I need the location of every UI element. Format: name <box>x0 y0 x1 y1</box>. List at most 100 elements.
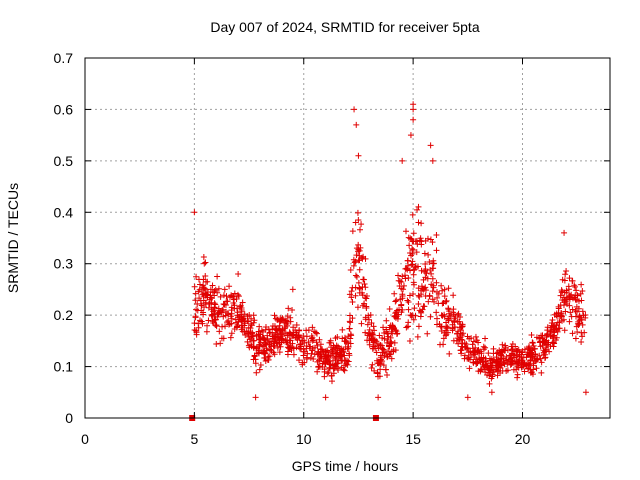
data-point <box>290 324 297 331</box>
x-tick-label: 5 <box>190 431 198 447</box>
data-point <box>220 292 227 299</box>
data-point <box>196 317 203 324</box>
data-point <box>309 324 316 331</box>
data-point <box>379 349 386 356</box>
data-point <box>384 330 391 337</box>
data-point <box>309 345 316 352</box>
data-point <box>446 310 453 317</box>
data-point <box>414 206 421 213</box>
data-point <box>561 229 568 236</box>
data-point <box>399 157 406 164</box>
data-point <box>433 309 440 316</box>
data-point <box>340 349 347 356</box>
data-point <box>273 340 280 347</box>
data-point <box>297 341 304 348</box>
data-point <box>355 257 362 264</box>
data-point <box>410 279 417 286</box>
data-point <box>384 336 391 343</box>
data-point <box>248 315 255 322</box>
data-point <box>386 306 393 313</box>
data-point <box>352 284 359 291</box>
data-point <box>200 253 207 260</box>
data-point <box>296 327 303 334</box>
data-point <box>282 317 289 324</box>
data-point <box>550 335 557 342</box>
data-point <box>433 321 440 328</box>
data-point <box>410 316 417 323</box>
data-point <box>371 327 378 334</box>
data-point <box>449 327 456 334</box>
data-point <box>491 368 498 375</box>
data-point <box>578 338 585 345</box>
data-point <box>510 366 517 373</box>
data-point <box>280 316 287 323</box>
data-point <box>470 359 477 366</box>
data-point <box>305 327 312 334</box>
x-tick-label: 10 <box>296 431 312 447</box>
data-point <box>349 315 356 322</box>
data-point <box>201 260 208 267</box>
data-point <box>551 340 558 347</box>
data-point <box>276 349 283 356</box>
data-point <box>363 295 370 302</box>
data-point <box>285 305 292 312</box>
data-point <box>572 296 579 303</box>
data-point <box>346 312 353 319</box>
data-point <box>209 311 216 318</box>
data-point <box>486 364 493 371</box>
data-point <box>295 334 302 341</box>
data-point <box>256 331 263 338</box>
data-point <box>537 343 544 350</box>
data-point <box>574 292 581 299</box>
data-point <box>508 343 515 350</box>
data-point <box>202 272 209 279</box>
data-point <box>532 351 539 358</box>
data-point <box>212 316 219 323</box>
data-point <box>373 357 380 364</box>
data-point <box>392 298 399 305</box>
data-point <box>427 313 434 320</box>
data-point <box>443 297 450 304</box>
data-point <box>477 366 484 373</box>
data-point <box>231 296 238 303</box>
data-point <box>191 209 198 216</box>
data-point <box>366 341 373 348</box>
data-point <box>519 349 526 356</box>
data-point <box>274 316 281 323</box>
data-point <box>262 354 269 361</box>
data-point <box>277 330 284 337</box>
data-point <box>348 294 355 301</box>
data-point <box>410 230 417 237</box>
data-point <box>540 338 547 345</box>
data-point <box>255 349 262 356</box>
data-point <box>391 339 398 346</box>
data-point <box>305 339 312 346</box>
data-point <box>413 249 420 256</box>
data-point <box>253 345 260 352</box>
data-point <box>412 312 419 319</box>
x-axis-label: GPS time / hours <box>292 458 399 474</box>
data-point <box>325 369 332 376</box>
data-point <box>547 329 554 336</box>
data-point <box>228 320 235 327</box>
data-point <box>191 283 198 290</box>
data-point <box>581 329 588 336</box>
data-point <box>293 344 300 351</box>
data-point <box>496 347 503 354</box>
data-point <box>410 116 417 123</box>
data-point <box>411 305 418 312</box>
data-point <box>468 335 475 342</box>
data-point <box>563 268 570 275</box>
data-point <box>525 365 532 372</box>
data-point <box>350 262 357 269</box>
data-point <box>388 355 395 362</box>
data-point <box>454 318 461 325</box>
data-point <box>277 343 284 350</box>
data-point <box>366 326 373 333</box>
data-point <box>376 373 383 380</box>
data-point <box>379 335 386 342</box>
data-point <box>301 359 308 366</box>
data-point <box>274 344 281 351</box>
data-point <box>561 277 568 284</box>
data-point <box>346 325 353 332</box>
